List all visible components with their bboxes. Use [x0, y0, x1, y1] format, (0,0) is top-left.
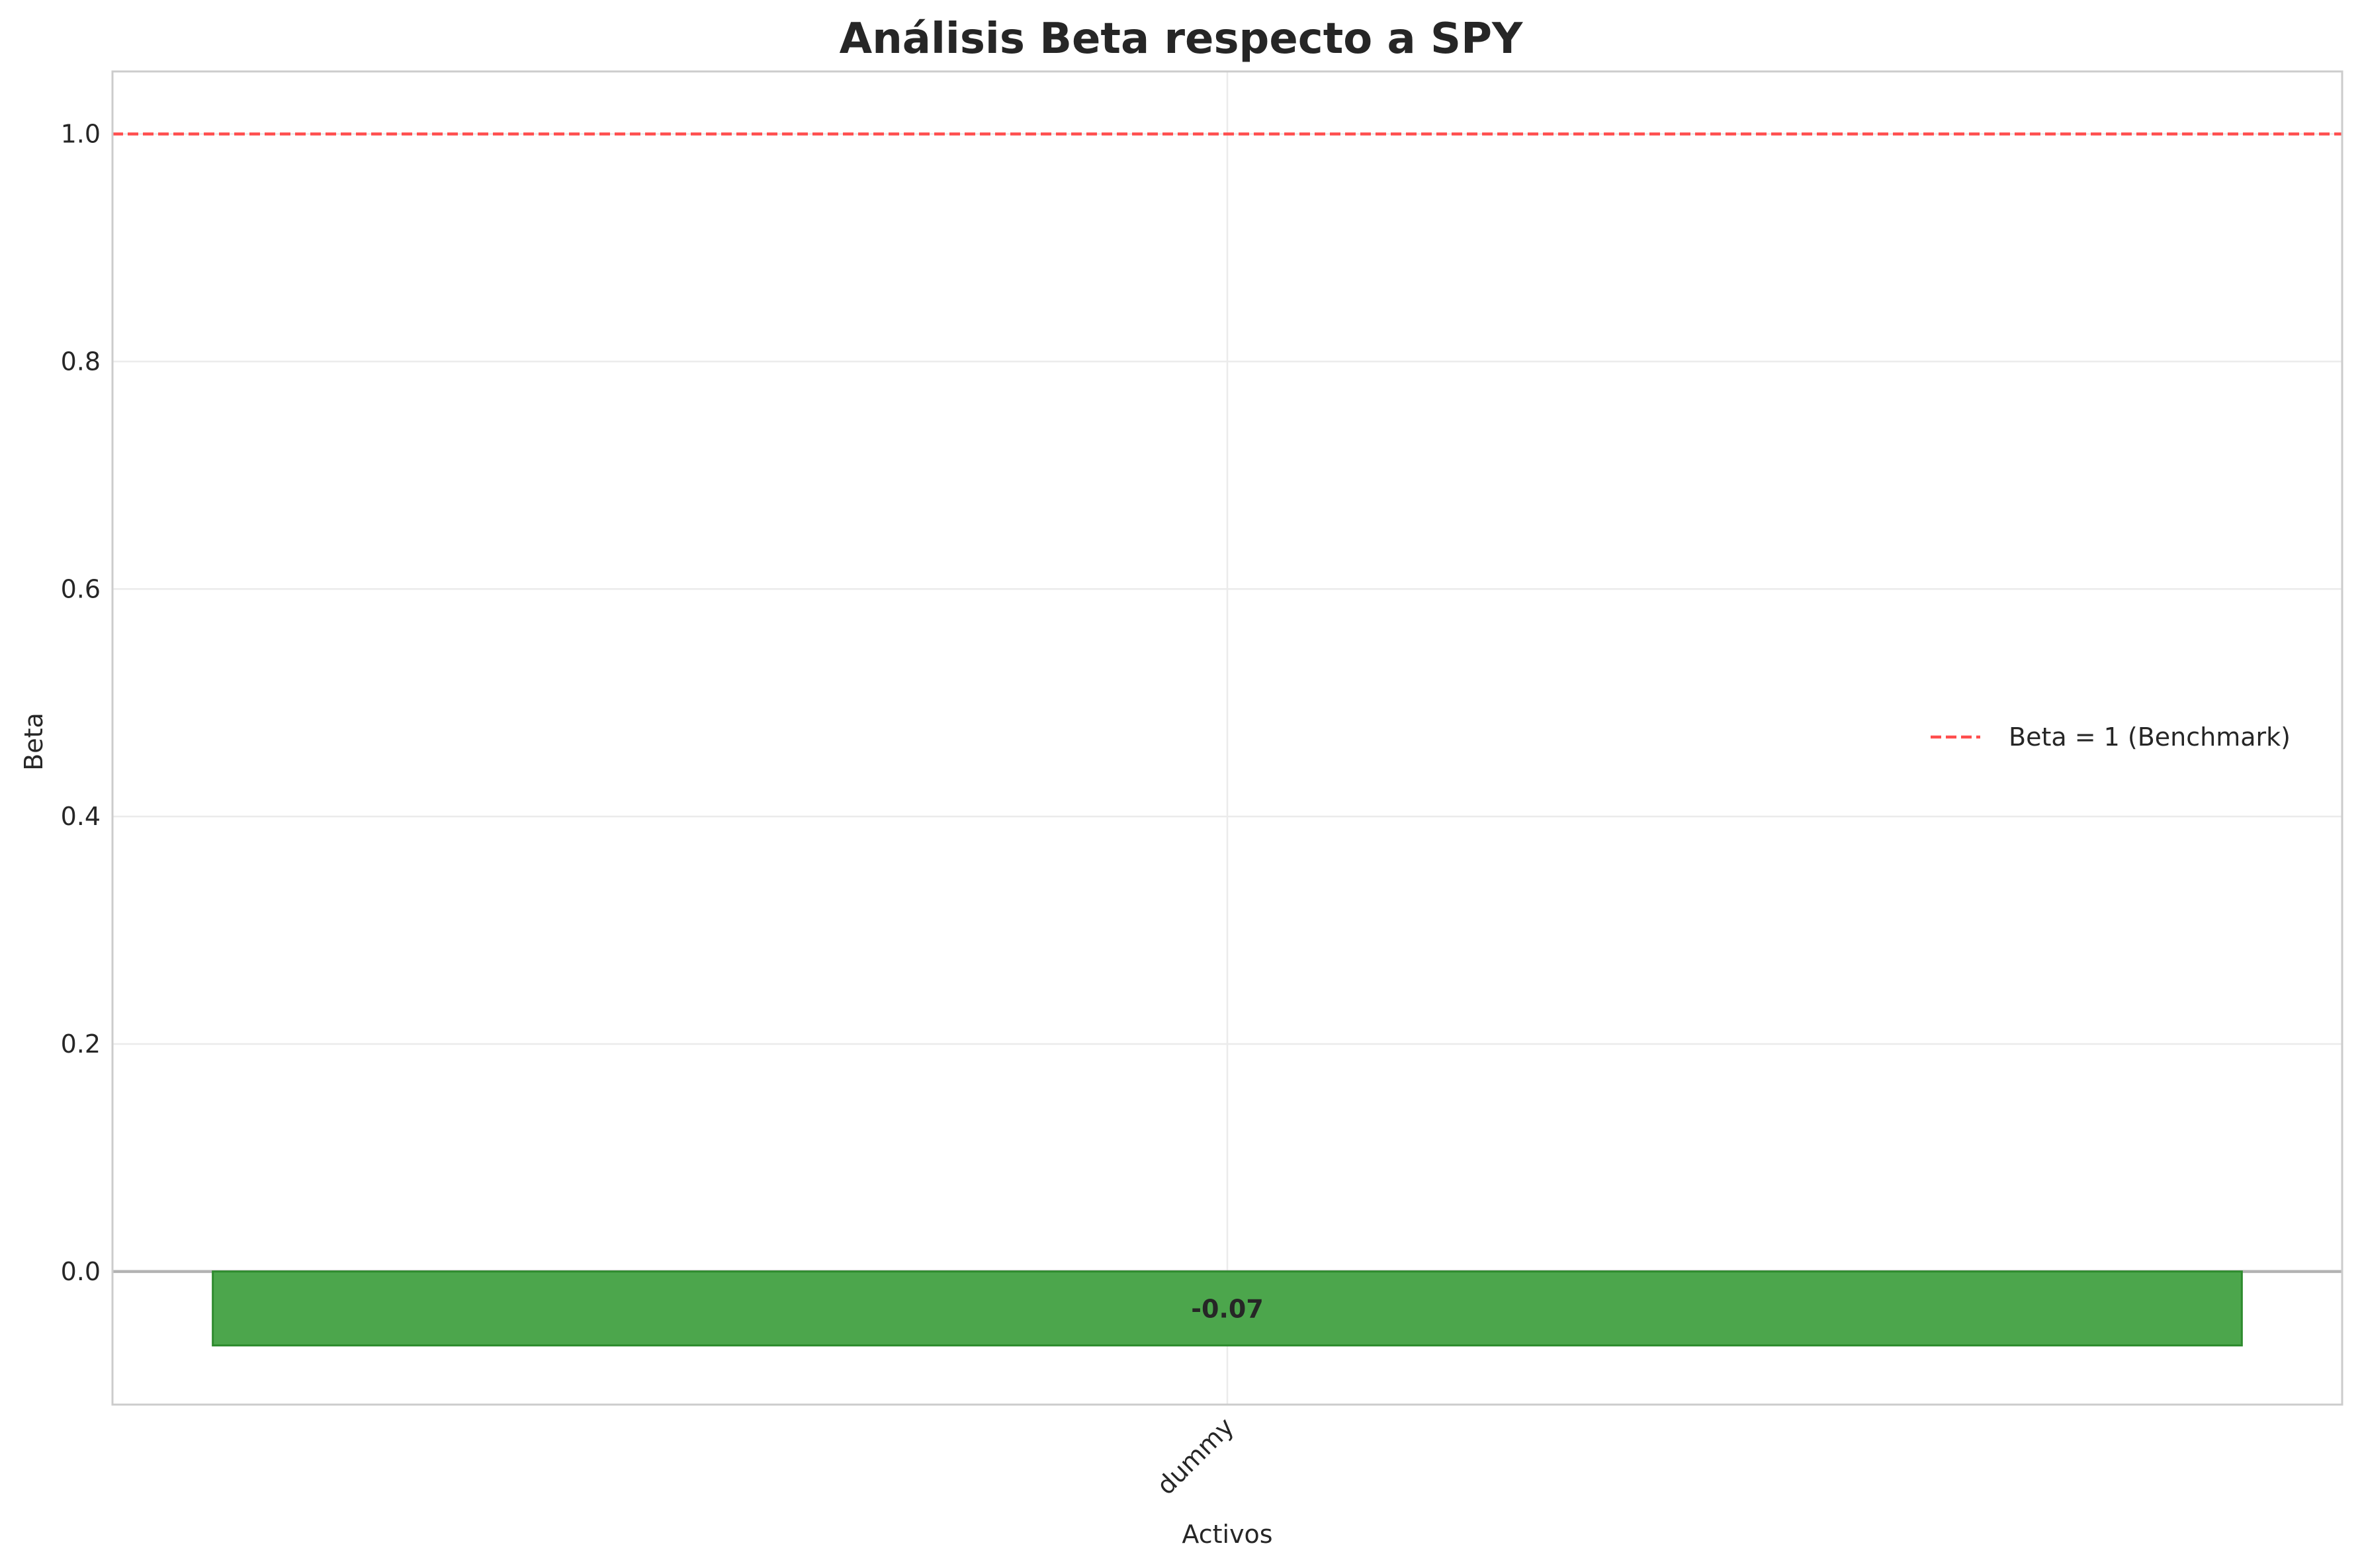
- y-tick-label: 0.6: [61, 574, 101, 603]
- y-axis-label: Beta: [19, 713, 48, 771]
- legend-label: Beta = 1 (Benchmark): [2009, 722, 2291, 752]
- plot-frame: [111, 70, 2343, 1406]
- y-tick-label: 0.0: [61, 1257, 101, 1286]
- legend: Beta = 1 (Benchmark): [1931, 722, 2291, 752]
- x-tick-label: dummy: [1151, 1412, 1239, 1500]
- chart-title: Análisis Beta respecto a SPY: [840, 15, 1523, 64]
- y-tick-label: 0.2: [61, 1029, 101, 1059]
- x-axis-label: Activos: [1182, 1520, 1272, 1549]
- y-ticks: 0.0 0.2 0.4 0.6 0.8 1.0: [61, 120, 101, 1286]
- bars: [212, 1270, 2243, 1347]
- y-tick-label: 1.0: [61, 120, 101, 149]
- data-labels: -0.07: [1191, 1295, 1264, 1324]
- data-label-dummy: -0.07: [1191, 1295, 1264, 1324]
- bar-dummy: [212, 1270, 2243, 1347]
- y-tick-label: 0.8: [61, 347, 101, 376]
- y-tick-label: 0.4: [61, 802, 101, 831]
- grid: [112, 71, 2342, 1405]
- x-ticks: dummy: [1151, 1412, 1239, 1500]
